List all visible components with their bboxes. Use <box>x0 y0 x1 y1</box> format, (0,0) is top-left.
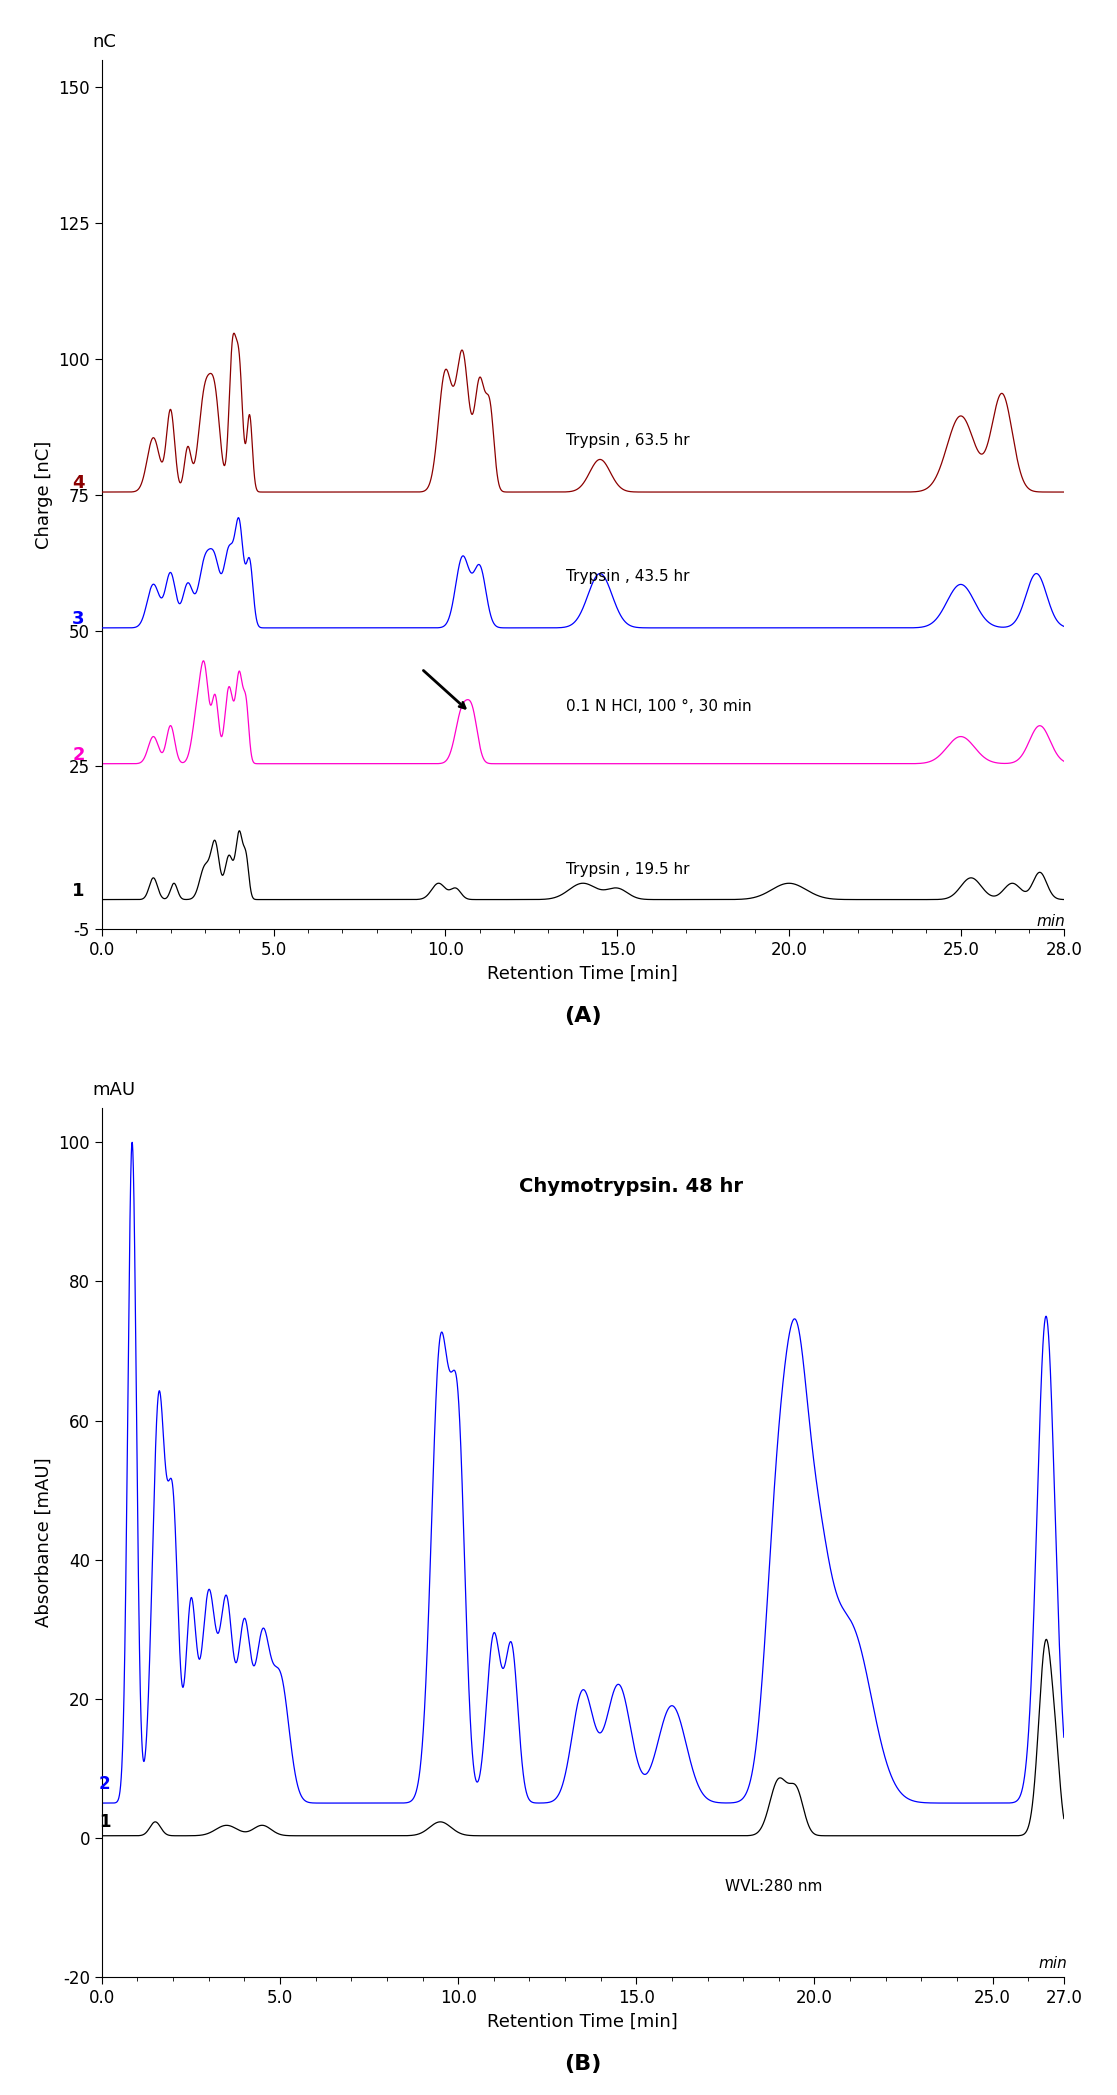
Text: (A): (A) <box>564 1006 602 1027</box>
Text: 4: 4 <box>73 473 85 492</box>
Text: min: min <box>1037 913 1066 928</box>
Text: 0.1 N HCl, 100 °, 30 min: 0.1 N HCl, 100 °, 30 min <box>565 700 752 714</box>
Text: 2: 2 <box>73 746 85 765</box>
Text: WVL:280 nm: WVL:280 nm <box>725 1879 823 1894</box>
Text: (B): (B) <box>564 2053 602 2074</box>
Y-axis label: Absorbance [mAU]: Absorbance [mAU] <box>35 1458 52 1628</box>
X-axis label: Retention Time [min]: Retention Time [min] <box>487 2013 678 2030</box>
Text: mAU: mAU <box>93 1081 135 1100</box>
Text: 1: 1 <box>73 882 85 899</box>
Text: 3: 3 <box>73 610 85 628</box>
Text: Trypsin , 43.5 hr: Trypsin , 43.5 hr <box>565 568 689 585</box>
Text: nC: nC <box>93 34 116 52</box>
Y-axis label: Charge [nC]: Charge [nC] <box>35 440 52 549</box>
Text: 1: 1 <box>99 1812 111 1831</box>
Text: min: min <box>1039 1955 1068 1971</box>
Text: Chymotrypsin. 48 hr: Chymotrypsin. 48 hr <box>519 1177 743 1196</box>
Text: 2: 2 <box>99 1774 111 1793</box>
X-axis label: Retention Time [min]: Retention Time [min] <box>487 966 678 983</box>
Text: Trypsin , 63.5 hr: Trypsin , 63.5 hr <box>565 434 689 448</box>
Text: Trypsin , 19.5 hr: Trypsin , 19.5 hr <box>565 863 689 878</box>
